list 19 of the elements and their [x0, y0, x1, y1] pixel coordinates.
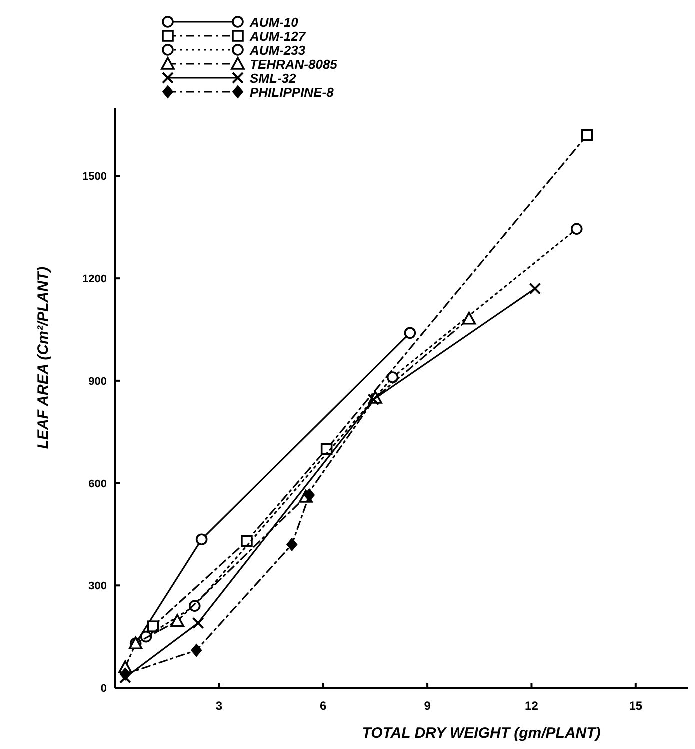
legend-label: TEHRAN-8085: [250, 57, 338, 72]
legend-label: SML-32: [250, 71, 297, 86]
y-tick-label: 1200: [82, 274, 107, 286]
x-tick-label: 15: [629, 699, 643, 713]
legend-label: AUM-127: [249, 29, 306, 44]
x-tick-label: 6: [320, 699, 328, 713]
x-tick-label: 12: [525, 699, 539, 713]
y-tick-label: 300: [88, 580, 107, 593]
y-tick-label: 600: [88, 478, 107, 490]
legend-label: AUM-10: [249, 15, 300, 30]
x-axis-title: TOTAL DRY WEIGHT (gm/PLANT): [362, 725, 601, 742]
y-tick-label: 0: [100, 683, 107, 695]
legend-label: AUM-233: [249, 43, 306, 58]
y-axis-title: LEAF AREA (Cm²/PLANT): [35, 266, 52, 450]
x-tick-label: 3: [216, 699, 223, 713]
y-tick-label: 900: [88, 376, 107, 388]
x-tick-label: 9: [424, 699, 432, 713]
y-tick-label: 1500: [82, 171, 107, 184]
legend-label: PHILIPPINE-8: [250, 85, 335, 100]
